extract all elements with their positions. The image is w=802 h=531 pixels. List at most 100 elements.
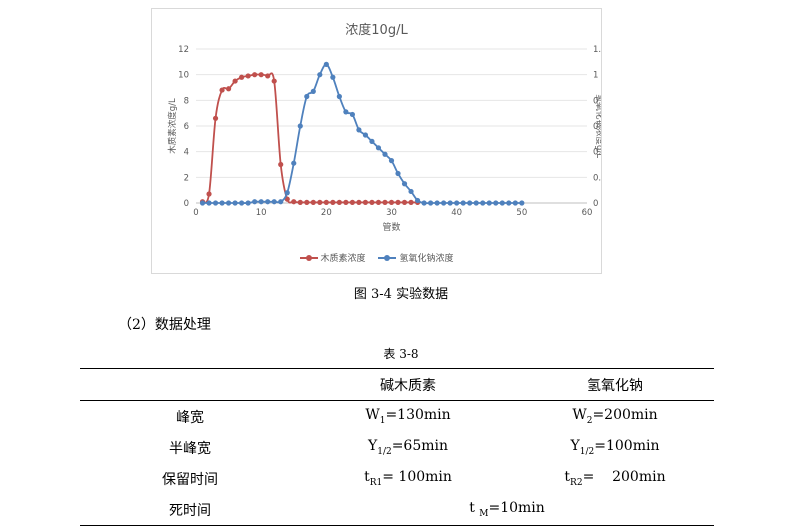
cell-subscript: M (479, 508, 489, 519)
cell-subscript: 1/2 (579, 446, 595, 457)
data-point-0 (258, 72, 264, 78)
cell-symbol: Y (570, 438, 580, 455)
x-tick-label: 50 (516, 208, 527, 218)
data-point-1 (408, 188, 414, 195)
data-point-0 (408, 199, 414, 205)
data-point-1 (336, 93, 342, 100)
data-point-1 (278, 199, 284, 205)
data-point-1 (428, 200, 434, 206)
cell-symbol: t (564, 469, 571, 486)
data-point-0 (291, 199, 297, 205)
data-point-0 (265, 73, 271, 79)
chart-legend: 木质素浓度 氢氧化钠浓度 (152, 251, 601, 264)
y-axis-title: 木质素浓度g/L (167, 98, 178, 154)
data-point-1 (512, 200, 518, 206)
data-point-1 (493, 200, 499, 206)
data-point-1 (297, 123, 303, 129)
data-point-1 (291, 160, 297, 166)
data-point-1 (219, 200, 225, 206)
cell-subscript: 1/2 (377, 446, 392, 457)
x-tick-label: 60 (582, 208, 593, 218)
data-point-0 (317, 199, 323, 205)
data-point-1 (519, 200, 525, 206)
data-point-0 (343, 199, 349, 205)
x-tick-label: 10 (256, 208, 267, 218)
cell-value: = 200min (582, 469, 666, 486)
legend-marker-lignin (299, 254, 318, 261)
x-tick-label: 30 (386, 208, 397, 218)
cell-subscript: 2 (586, 415, 593, 426)
data-point-0 (284, 196, 290, 202)
data-point-1 (212, 200, 219, 206)
table-header-row: 碱木质素 氢氧化钠 (80, 368, 714, 401)
data-point-1 (486, 200, 492, 206)
x-axis-title: 管数 (382, 221, 400, 233)
x-tick-label: 20 (321, 208, 332, 218)
header-cell-naoh: 氢氧化钠 (516, 368, 714, 401)
data-point-1 (323, 61, 329, 67)
cell-lignin: W1=130min (300, 401, 516, 433)
chart-plot: 0 2 4 6 8 10 12 0 0.2 0.4 0.6 0.8 1 1.2 0 10 20 30 40 50 60 管… (167, 45, 601, 233)
cell-naoh: W2=200min (516, 401, 714, 433)
legend-label-naoh: 氢氧化钠浓度 (399, 254, 454, 264)
data-point-0 (349, 199, 355, 205)
table-row: 峰宽 W1=130min W2=200min (80, 401, 714, 433)
data-table: 碱木质素 氢氧化钠 峰宽 W1=130min W2=200min 半峰宽 Y1/… (80, 368, 714, 526)
data-point-1 (369, 138, 375, 144)
table-title: 表 3-8 (383, 347, 419, 361)
cell-subscript: R1 (369, 477, 383, 488)
data-point-1 (414, 197, 421, 204)
data-point-0 (206, 191, 212, 197)
data-point-1 (395, 170, 401, 177)
data-point-0 (297, 199, 303, 205)
data-point-1 (434, 200, 440, 206)
data-point-0 (369, 199, 375, 205)
data-point-1 (362, 132, 369, 138)
data-point-1 (467, 200, 473, 206)
cell-symbol: W (365, 407, 380, 424)
row-label: 死时间 (80, 494, 300, 526)
data-point-0 (330, 199, 336, 205)
data-point-1 (232, 200, 238, 206)
y2-tick-label: 0.4 (593, 148, 601, 158)
data-point-0 (323, 199, 329, 205)
data-point-1 (199, 200, 206, 206)
data-point-1 (245, 200, 251, 206)
data-point-0 (375, 199, 382, 205)
data-point-1 (284, 190, 290, 196)
data-point-1 (421, 200, 427, 206)
row-label: 峰宽 (176, 409, 204, 426)
cell-naoh: Y1/2=100min (516, 432, 714, 463)
legend-item-lignin: 木质素浓度 (299, 251, 366, 264)
data-point-0 (271, 78, 277, 84)
data-point-1 (349, 111, 355, 118)
cell-lignin: Y1/2=65min (300, 432, 516, 463)
data-point-1 (225, 200, 232, 206)
data-point-1 (382, 151, 388, 157)
cell-merged: t M=10min (300, 494, 714, 526)
data-point-0 (245, 73, 251, 79)
data-point-0 (382, 199, 388, 205)
y-tick-label: 2 (184, 173, 189, 183)
data-point-0 (356, 199, 362, 205)
row-label: 保留时间 (162, 471, 218, 488)
y2-tick-label: 0.6 (593, 122, 601, 132)
data-point-1 (258, 199, 264, 205)
data-point-1 (401, 181, 408, 187)
data-point-0 (278, 161, 284, 168)
data-point-0 (304, 199, 310, 205)
cell-lignin: tR1= 100min (300, 463, 516, 494)
cell-symbol: t (469, 500, 480, 517)
y2-tick-label: 1 (593, 71, 598, 81)
legend-item-naoh: 氢氧化钠浓度 (378, 251, 453, 264)
chart-container: 0 2 4 6 8 10 12 0 0.2 0.4 0.6 0.8 1 1.2 0 10 20 30 40 50 60 管… (151, 8, 602, 274)
y2-tick-label: 0.8 (593, 96, 601, 106)
data-point-1 (356, 127, 362, 133)
cell-subscript: R2 (570, 477, 583, 488)
cell-value: =100min (594, 438, 660, 455)
data-point-1 (271, 199, 277, 205)
legend-label-lignin: 木质素浓度 (320, 254, 366, 264)
y2-tick-label: 0 (593, 199, 598, 209)
cell-subscript: 1 (379, 415, 386, 426)
y-tick-label: 4 (184, 148, 189, 158)
